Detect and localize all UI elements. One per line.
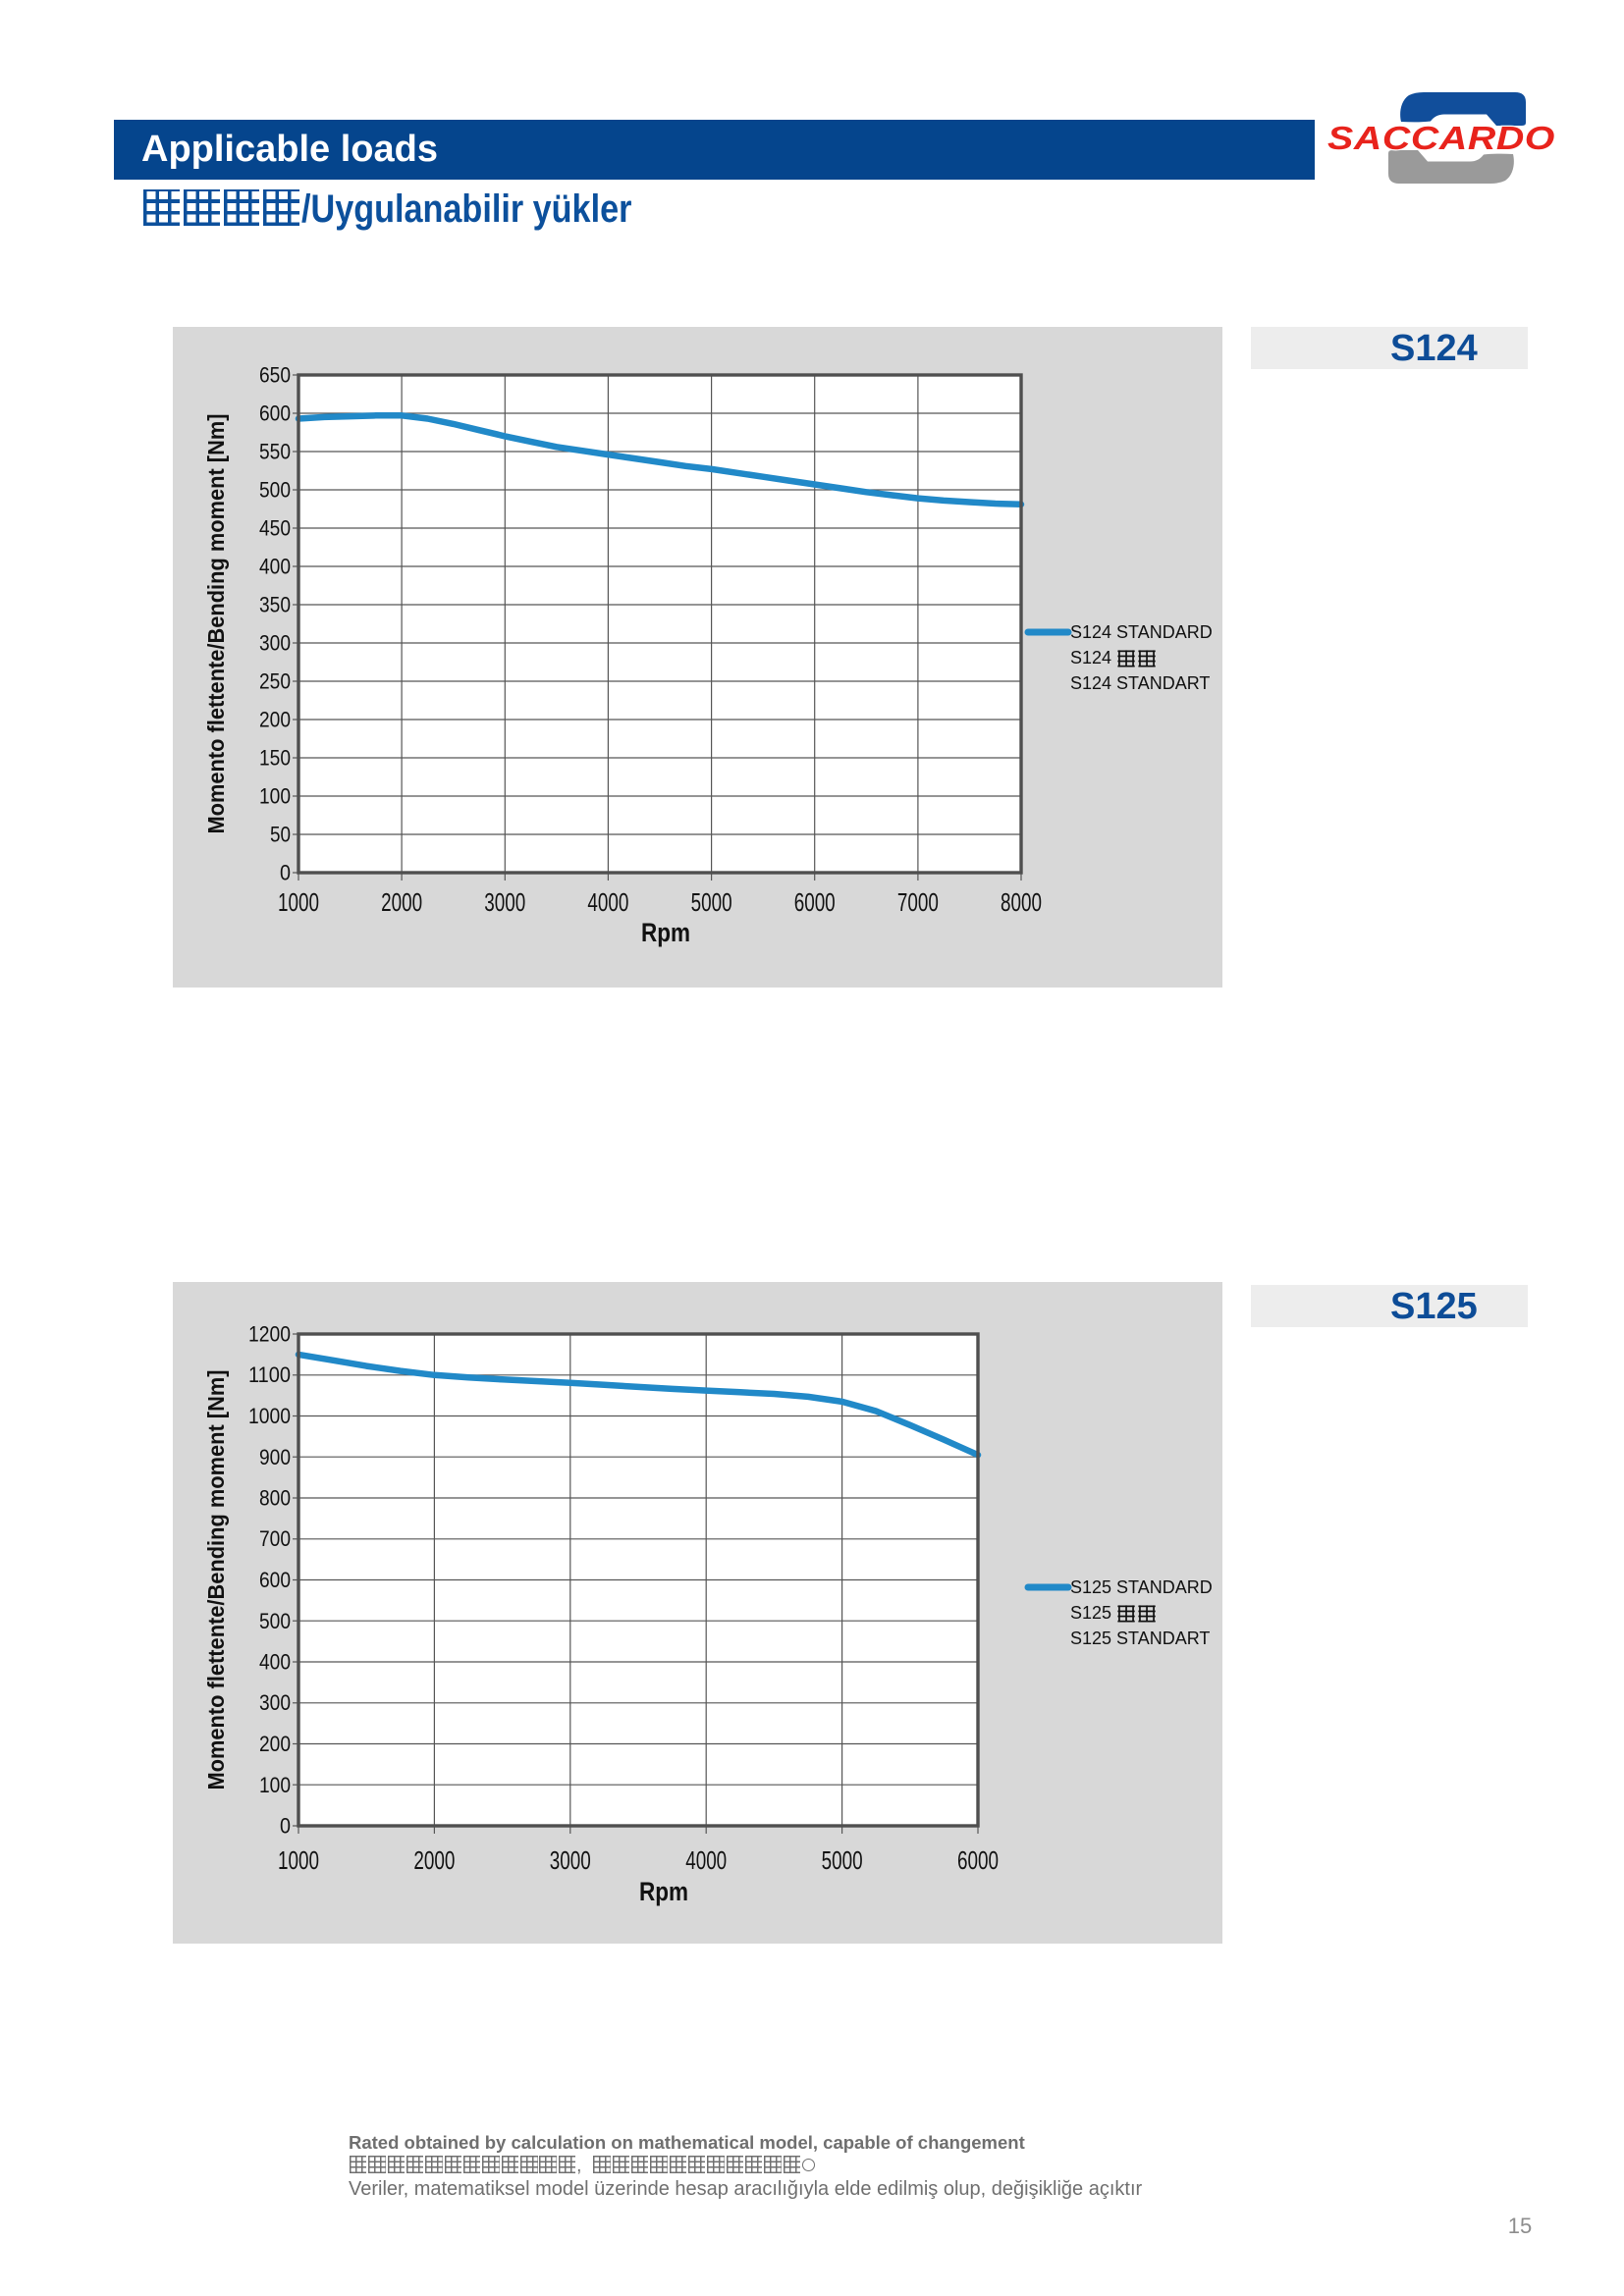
svg-text:S125 STANDARD: S125 STANDARD: [1070, 1577, 1213, 1597]
svg-text:1100: 1100: [248, 1362, 291, 1387]
svg-text:500: 500: [259, 1609, 291, 1633]
svg-text:S125 STANDART: S125 STANDART: [1070, 1629, 1210, 1648]
svg-text:1000: 1000: [278, 889, 319, 917]
svg-text:200: 200: [259, 708, 291, 732]
svg-text:S124 STANDARD: S124 STANDARD: [1070, 622, 1213, 642]
svg-text:600: 600: [259, 1568, 291, 1592]
svg-text:4000: 4000: [685, 1847, 727, 1875]
svg-text:1000: 1000: [278, 1847, 319, 1875]
svg-text:50: 50: [270, 823, 291, 847]
svg-text:6000: 6000: [794, 889, 836, 917]
svg-text:400: 400: [259, 1650, 291, 1675]
svg-text:100: 100: [259, 784, 291, 809]
svg-text:250: 250: [259, 669, 291, 694]
svg-text:600: 600: [259, 401, 291, 426]
svg-text:SACCARDO: SACCARDO: [1327, 120, 1555, 156]
svg-text:5000: 5000: [822, 1847, 863, 1875]
svg-text:900: 900: [259, 1445, 291, 1469]
svg-text:Rpm: Rpm: [641, 918, 690, 947]
svg-text:550: 550: [259, 440, 291, 464]
svg-text:S125: S125: [1070, 1603, 1111, 1623]
svg-text:8000: 8000: [1001, 889, 1042, 917]
svg-text:450: 450: [259, 516, 291, 541]
svg-text:7000: 7000: [897, 889, 939, 917]
svg-text:6000: 6000: [957, 1847, 999, 1875]
svg-text:150: 150: [259, 746, 291, 771]
svg-text:350: 350: [259, 593, 291, 617]
svg-text:0: 0: [280, 861, 291, 885]
svg-text:Momento flettente/Bending mome: Momento flettente/Bending moment [Nm]: [203, 414, 229, 834]
svg-text:300: 300: [259, 1690, 291, 1715]
svg-text:Momento flettente/Bending mome: Momento flettente/Bending moment [Nm]: [203, 1370, 229, 1790]
svg-text:3000: 3000: [484, 889, 525, 917]
svg-text:1000: 1000: [248, 1404, 291, 1428]
svg-text:650: 650: [259, 363, 291, 388]
svg-text:400: 400: [259, 555, 291, 579]
svg-text:300: 300: [259, 631, 291, 656]
svg-text:1200: 1200: [248, 1322, 291, 1347]
svg-text:3000: 3000: [550, 1847, 591, 1875]
svg-text:S124: S124: [1070, 648, 1111, 667]
svg-text:100: 100: [259, 1773, 291, 1797]
svg-text:2000: 2000: [381, 889, 422, 917]
svg-text:Rpm: Rpm: [639, 1877, 688, 1906]
svg-text:4000: 4000: [587, 889, 628, 917]
svg-text:2000: 2000: [413, 1847, 455, 1875]
svg-text:0: 0: [280, 1814, 291, 1839]
svg-text:500: 500: [259, 478, 291, 503]
svg-text:5000: 5000: [691, 889, 732, 917]
svg-text:S124 STANDART: S124 STANDART: [1070, 673, 1210, 693]
svg-text:700: 700: [259, 1526, 291, 1551]
svg-text:800: 800: [259, 1486, 291, 1511]
svg-text:200: 200: [259, 1732, 291, 1756]
